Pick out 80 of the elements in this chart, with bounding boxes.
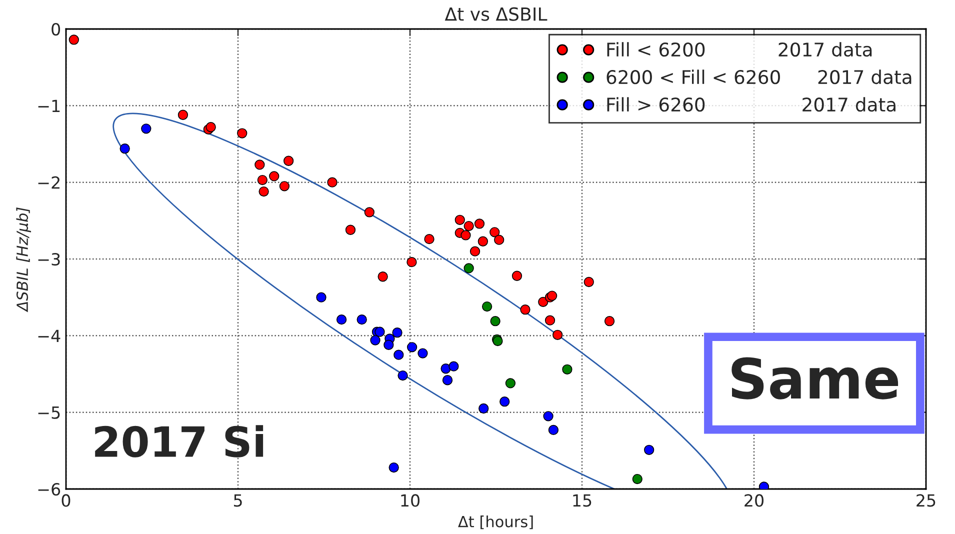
point xyxy=(478,403,489,414)
y-tick-label: −2 xyxy=(38,176,60,189)
point xyxy=(364,207,374,218)
point xyxy=(370,335,380,346)
x-tick-label: 20 xyxy=(744,494,764,507)
y-tick-label: −5 xyxy=(38,406,60,419)
point xyxy=(345,224,356,235)
y-tick-label: −4 xyxy=(38,330,60,342)
point xyxy=(562,364,572,374)
legend-label: Fill < 6200 2017 data xyxy=(607,42,872,57)
point xyxy=(470,246,480,256)
y-tick-label: −3 xyxy=(38,252,60,266)
annotation: Same xyxy=(732,357,898,400)
point xyxy=(279,181,290,192)
point xyxy=(632,474,642,484)
point xyxy=(283,156,294,166)
point xyxy=(505,378,516,388)
point xyxy=(178,110,188,120)
point xyxy=(254,160,265,170)
point xyxy=(120,144,130,154)
point xyxy=(490,316,500,326)
point xyxy=(494,234,504,245)
point xyxy=(552,330,563,340)
point xyxy=(336,314,347,325)
point xyxy=(584,276,594,288)
point xyxy=(406,256,417,268)
point xyxy=(548,424,559,436)
legend-label: 6200 < Fill < 6260 2017 data xyxy=(606,70,912,84)
point xyxy=(378,272,388,282)
point xyxy=(464,220,474,232)
point xyxy=(68,34,79,45)
point xyxy=(512,270,522,281)
point xyxy=(543,411,554,422)
point xyxy=(604,316,615,326)
point xyxy=(464,263,474,274)
point xyxy=(257,174,268,186)
x-tick-label: 5 xyxy=(234,494,242,507)
y-axis-title: ΔSBIL [Hz/μb] xyxy=(16,207,32,312)
point xyxy=(237,128,248,138)
point xyxy=(520,304,530,315)
point xyxy=(482,301,492,312)
point xyxy=(424,234,434,244)
point xyxy=(478,236,488,246)
point xyxy=(538,296,548,308)
point xyxy=(454,214,465,225)
point xyxy=(490,227,500,238)
point xyxy=(500,396,510,407)
y-tick-label: −6 xyxy=(38,482,60,496)
annotation: 2017 Si xyxy=(95,425,264,458)
point xyxy=(406,342,418,352)
legend-label: Fill > 6260 2017 data xyxy=(607,97,896,112)
point xyxy=(440,364,451,374)
point xyxy=(460,230,471,240)
point xyxy=(206,122,216,132)
point xyxy=(442,375,453,386)
point xyxy=(327,177,338,188)
point xyxy=(316,292,326,302)
point xyxy=(374,326,385,337)
point xyxy=(141,124,152,134)
point xyxy=(356,314,367,325)
x-tick-label: 10 xyxy=(401,494,420,507)
chart-title: Δt vs ΔSBIL xyxy=(444,7,548,21)
y-tick-label: 0 xyxy=(52,22,60,36)
point xyxy=(644,444,654,455)
point xyxy=(448,361,459,372)
point xyxy=(392,328,402,338)
point xyxy=(398,370,408,381)
point xyxy=(544,315,556,326)
x-tick-label: 15 xyxy=(573,494,592,507)
y-tick-label: −1 xyxy=(38,100,60,112)
point xyxy=(388,462,399,473)
point xyxy=(418,348,428,358)
point xyxy=(384,340,394,350)
point xyxy=(258,186,269,197)
point xyxy=(474,218,485,229)
x-axis-title: Δt [hours] xyxy=(458,516,533,530)
point xyxy=(394,350,404,360)
point xyxy=(269,171,280,182)
x-tick-label: 25 xyxy=(916,494,936,507)
x-tick-label: 0 xyxy=(62,494,70,507)
